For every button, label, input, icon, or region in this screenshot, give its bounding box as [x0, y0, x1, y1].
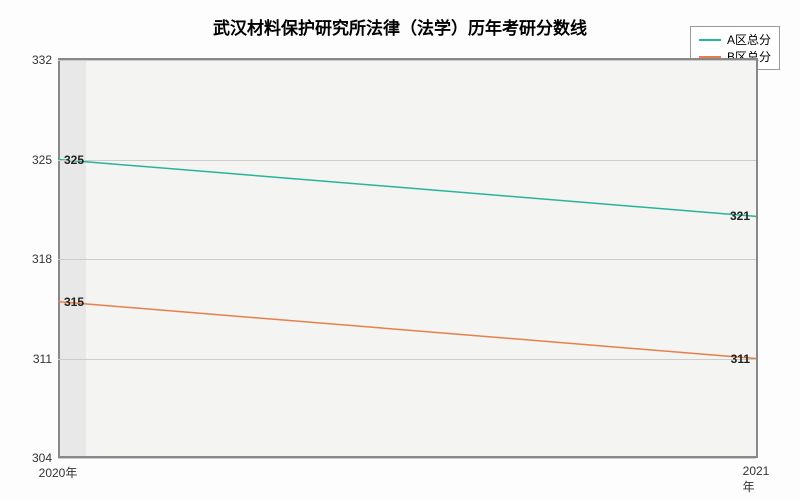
- x-tick-label: 2020年: [39, 464, 78, 481]
- value-label: 315: [64, 295, 84, 309]
- series-line-0: [58, 160, 756, 217]
- x-tick-label: 2021年: [743, 464, 770, 495]
- series-line-1: [58, 302, 756, 359]
- legend-swatch-a: [699, 39, 721, 41]
- y-tick-label: 332: [32, 53, 52, 67]
- grid-line: [58, 259, 756, 260]
- grid-line: [58, 458, 756, 459]
- chart-title: 武汉材料保护研究所法律（法学）历年考研分数线: [0, 14, 800, 39]
- chart-container: 武汉材料保护研究所法律（法学）历年考研分数线 A区总分 B区总分 3043113…: [0, 0, 800, 500]
- y-tick-label: 318: [32, 252, 52, 266]
- y-tick-label: 325: [32, 153, 52, 167]
- value-label: 321: [730, 209, 750, 223]
- y-tick-label: 304: [32, 451, 52, 465]
- plot-area: 3043113183253322020年2021年325321315311: [58, 58, 758, 458]
- legend-item-a: A区总分: [699, 31, 771, 48]
- grid-line: [58, 160, 756, 161]
- value-label: 325: [64, 153, 84, 167]
- grid-line: [58, 60, 756, 61]
- grid-line: [58, 359, 756, 360]
- legend-label-a: A区总分: [727, 31, 771, 48]
- y-tick-label: 311: [33, 352, 52, 366]
- value-label: 311: [731, 352, 750, 366]
